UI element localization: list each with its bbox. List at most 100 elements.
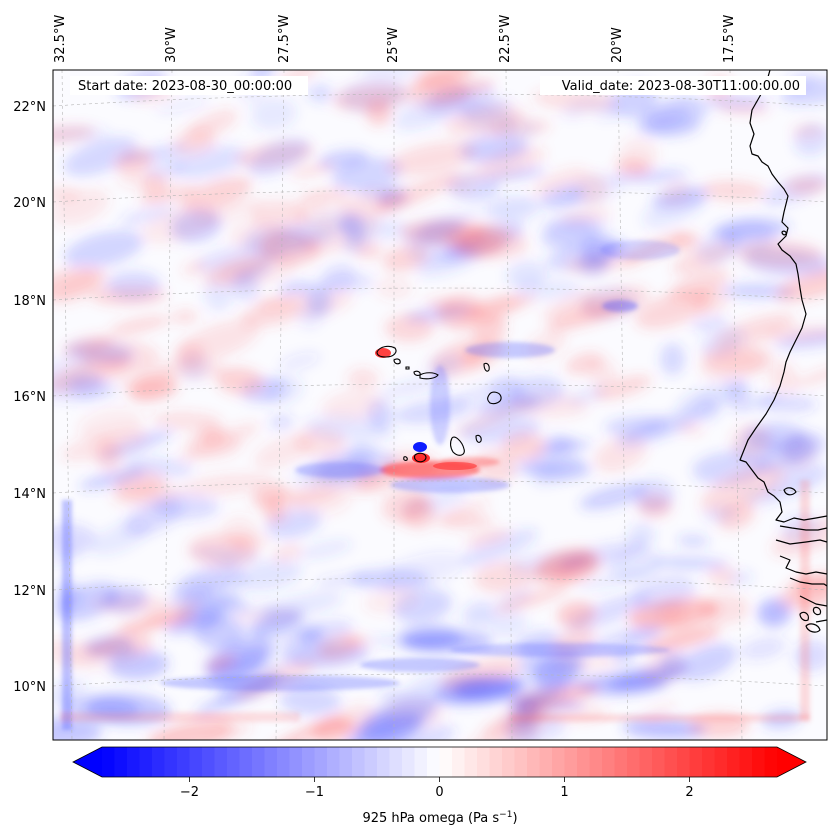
colorbar-cell bbox=[652, 747, 665, 777]
start-date-box bbox=[70, 76, 308, 95]
field-cell bbox=[268, 414, 295, 431]
colorbar-cell bbox=[364, 747, 378, 777]
field-cell bbox=[114, 364, 171, 389]
colorbar-cells bbox=[102, 747, 778, 777]
colorbar-cell bbox=[389, 747, 403, 777]
field-cell bbox=[609, 547, 661, 583]
field-cell bbox=[299, 188, 349, 204]
colorbar-tick-label: 1 bbox=[560, 785, 568, 800]
colorbar-cell bbox=[352, 747, 365, 777]
colorbar-cell bbox=[339, 747, 353, 777]
field-cell bbox=[249, 200, 309, 230]
field-cell bbox=[172, 561, 242, 601]
colorbar-cell bbox=[752, 747, 765, 777]
field-cell bbox=[622, 719, 707, 739]
field-cell bbox=[297, 539, 353, 560]
field-cell bbox=[186, 109, 238, 140]
colorbar-cell bbox=[514, 747, 528, 777]
field-cell bbox=[400, 219, 488, 245]
field-cell bbox=[297, 304, 322, 329]
colorbar: −2 −1 0 1 2 925 hPa omega (Pa s−1) bbox=[72, 746, 807, 826]
africa-coastline bbox=[739, 70, 827, 633]
field-cell bbox=[379, 551, 463, 592]
island-santo-antao bbox=[376, 345, 397, 358]
field-cell bbox=[384, 313, 435, 343]
field-cell bbox=[472, 314, 507, 344]
field-cell bbox=[740, 636, 787, 660]
field-cell bbox=[278, 280, 315, 296]
field-cell bbox=[138, 185, 198, 205]
field-cell bbox=[200, 255, 269, 286]
colorbar-ticks: −2 −1 0 1 2 bbox=[180, 777, 694, 800]
field-cell bbox=[230, 532, 271, 549]
map-frame bbox=[52, 69, 828, 741]
field-cell bbox=[198, 424, 225, 444]
colorbar-cell bbox=[427, 747, 440, 777]
island-sal bbox=[483, 362, 490, 372]
colorbar-label: 925 hPa omega (Pa s−1) bbox=[362, 810, 517, 826]
field-cell bbox=[333, 704, 377, 734]
start-date-label: Start date: 2023-08-30_00:00:00 bbox=[78, 79, 292, 94]
colorbar-cell bbox=[714, 747, 728, 777]
field-cell bbox=[610, 666, 679, 691]
field-cell bbox=[502, 432, 546, 461]
field-cell bbox=[235, 559, 303, 591]
field-cell bbox=[77, 408, 144, 442]
lon-label: 27.5°W bbox=[277, 15, 292, 63]
field-cell bbox=[782, 431, 827, 464]
colorbar-cell bbox=[639, 747, 653, 777]
field-cell bbox=[617, 411, 700, 447]
field-cell bbox=[737, 240, 824, 268]
field-cell bbox=[793, 123, 827, 157]
field-cell bbox=[381, 489, 429, 523]
lon-gridline bbox=[729, 70, 743, 740]
colorbar-cell bbox=[164, 747, 178, 777]
colorbar-cell bbox=[277, 747, 290, 777]
field-cell bbox=[544, 435, 576, 453]
field-feature bbox=[60, 712, 300, 722]
gridlines bbox=[53, 70, 827, 740]
field-cell bbox=[775, 266, 827, 302]
field-cell bbox=[531, 548, 601, 586]
field-feature bbox=[800, 480, 810, 720]
field-cell bbox=[676, 535, 710, 547]
colorbar-tick-label: 0 bbox=[435, 785, 443, 800]
colorbar-cell bbox=[589, 747, 603, 777]
field-cell bbox=[63, 136, 138, 177]
lat-gridline bbox=[53, 93, 827, 107]
colorbar-cell bbox=[577, 747, 590, 777]
field-cell bbox=[701, 594, 750, 625]
field-cell bbox=[499, 121, 540, 140]
field-cell bbox=[343, 635, 370, 648]
field-cell bbox=[658, 601, 686, 628]
colorbar-cell bbox=[764, 747, 778, 777]
colorbar-cell bbox=[439, 747, 453, 777]
field-cell bbox=[514, 279, 583, 300]
field-cell bbox=[437, 294, 483, 329]
field-cell bbox=[462, 601, 496, 628]
field-cell bbox=[347, 368, 379, 390]
field-cell bbox=[140, 205, 219, 244]
colorbar-cell bbox=[527, 747, 540, 777]
lon-gridline bbox=[505, 70, 513, 740]
field-cell bbox=[124, 457, 194, 477]
colorbar-outline bbox=[72, 746, 807, 778]
field-cell bbox=[151, 411, 222, 430]
lat-label: 14°N bbox=[13, 487, 46, 502]
field-cell bbox=[393, 88, 473, 131]
field-cell bbox=[650, 557, 730, 570]
colorbar-cell bbox=[539, 747, 553, 777]
field-cell bbox=[119, 205, 176, 226]
island-santa-luzia bbox=[405, 366, 410, 370]
lat-label: 22°N bbox=[13, 100, 46, 115]
colorbar-label-exponent: −1 bbox=[499, 810, 512, 820]
omega-min bbox=[413, 442, 427, 452]
cape-verde-islands bbox=[376, 345, 502, 463]
lat-gridline bbox=[53, 673, 827, 687]
field-cell bbox=[53, 127, 110, 141]
field-cell bbox=[593, 375, 652, 400]
field-feature bbox=[510, 714, 810, 722]
field-cell bbox=[661, 181, 691, 205]
colorbar-cell bbox=[189, 747, 203, 777]
